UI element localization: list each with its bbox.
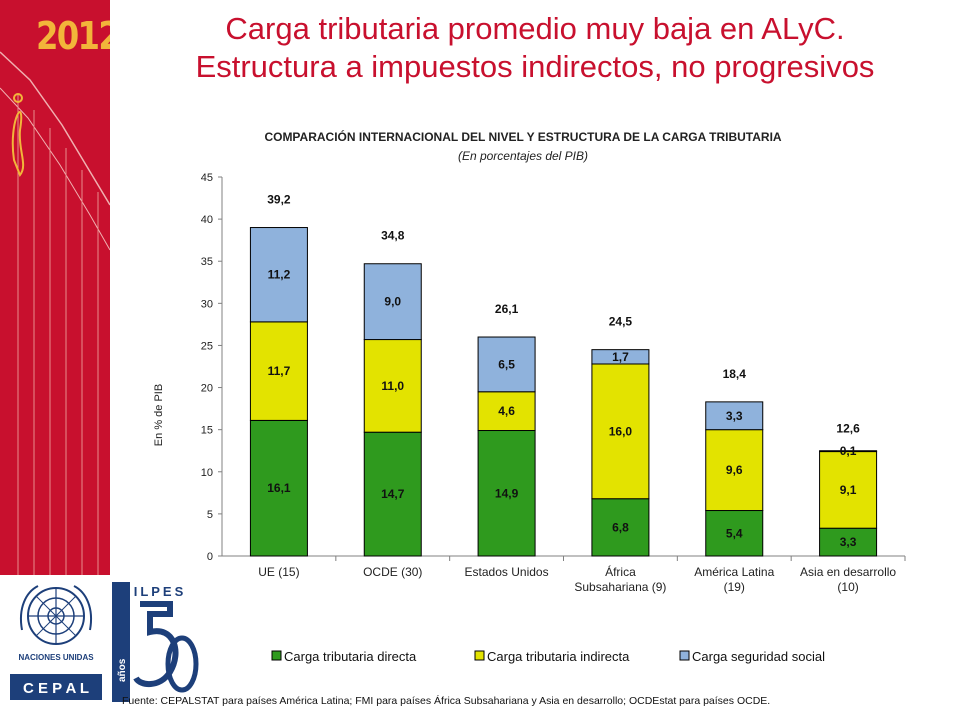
slide-title: Carga tributaria promedio muy baja en AL…	[120, 10, 950, 86]
bar-data-label: 11,7	[268, 364, 291, 378]
bar-segment	[705, 401, 764, 431]
bar-segment	[477, 336, 536, 393]
ilpes-name: ILPES	[134, 584, 187, 599]
ilpes-50-logo: ILPES años	[112, 582, 199, 702]
cepal-band	[10, 674, 102, 700]
bar-data-label: 14,9	[495, 486, 519, 500]
cepal-name: C E P A L	[23, 680, 89, 697]
y-tick-label: 0	[207, 551, 213, 563]
sidebar-decoration	[0, 51, 110, 575]
bar-segment	[363, 339, 422, 433]
bar-total-label: 39,2	[267, 193, 291, 207]
bar-segment	[363, 431, 422, 557]
x-tick-label: Subsahariana (9)	[574, 580, 666, 594]
fifty-shape-icon	[133, 601, 179, 687]
bar-data-label: 4,6	[498, 404, 515, 418]
x-tick-label: América Latina	[694, 565, 774, 579]
bar-segment	[705, 510, 764, 557]
x-tick-label: (10)	[837, 580, 858, 594]
bar-segment	[249, 321, 308, 421]
y-tick-label: 20	[201, 383, 213, 395]
sidebar-banner: 2012	[0, 0, 110, 575]
y-axis-label: En % de PIB	[153, 384, 165, 446]
bar-data-label: 6,5	[498, 357, 515, 371]
bar-segment	[591, 349, 650, 365]
un-name: NACIONES UNIDAS	[18, 653, 94, 662]
un-cepal-logo: NACIONES UNIDAS C E P A L	[10, 585, 102, 700]
bar-segment	[249, 419, 308, 557]
x-tick-label: (19)	[724, 580, 745, 594]
chart-subtitle: (En porcentajes del PIB)	[458, 149, 588, 163]
x-tick-label: Asia en desarrollo	[800, 565, 896, 579]
legend-label: Carga tributaria indirecta	[487, 649, 630, 664]
year-badge: 2012	[36, 14, 110, 58]
y-tick-label: 15	[201, 425, 213, 437]
bar-data-label: 16,1	[267, 481, 291, 495]
y-tick-label: 45	[201, 172, 213, 184]
y-tick-label: 25	[201, 340, 213, 352]
un-emblem-icon	[20, 585, 92, 645]
bar-data-label: 14,7	[381, 487, 405, 501]
chart-title: COMPARACIÓN INTERNACIONAL DEL NIVEL Y ES…	[264, 129, 781, 144]
bar-segment	[819, 451, 878, 529]
bar-data-label: 6,8	[612, 520, 629, 534]
slide-title-line-1: Carga tributaria promedio muy baja en AL…	[225, 11, 845, 46]
bar-data-label: 0,1	[840, 444, 857, 458]
bar-segment	[591, 363, 650, 500]
bar-total-label: 12,6	[836, 422, 860, 436]
x-tick-label: África	[605, 564, 636, 579]
zero-shape-icon	[165, 635, 199, 693]
y-tick-label: 5	[207, 509, 213, 521]
bar-total-label: 34,8	[381, 229, 405, 243]
bar-total-label: 18,4	[723, 367, 747, 381]
bar-segment	[363, 263, 422, 341]
legend-label: Carga seguridad social	[692, 649, 825, 664]
bar-data-label: 9,0	[384, 295, 401, 309]
bar-segment	[819, 450, 878, 453]
source-footnote: Fuente: CEPALSTAT para países América La…	[122, 695, 771, 707]
bar-segment	[249, 227, 308, 323]
bar-data-label: 9,1	[840, 483, 857, 497]
bar-segment	[591, 498, 650, 557]
legend-label: Carga tributaria directa	[284, 649, 417, 664]
x-tick-label: Estados Unidos	[465, 565, 549, 579]
y-tick-label: 10	[201, 467, 213, 479]
bar-data-label: 16,0	[609, 424, 633, 438]
y-tick-label: 30	[201, 298, 213, 310]
ilpes-band	[112, 582, 130, 702]
bar-data-label: 3,3	[840, 535, 857, 549]
bar-segment	[705, 429, 764, 512]
x-tick-label: OCDE (30)	[363, 565, 422, 579]
slide-title-line-2: Estructura a impuestos indirectos, no pr…	[195, 49, 875, 84]
bar-data-label: 5,4	[726, 526, 743, 540]
y-tick-label: 40	[201, 214, 213, 226]
legend-swatch	[474, 650, 485, 661]
bar-total-label: 24,5	[609, 315, 633, 329]
legend-swatch	[679, 650, 690, 661]
stacked-bar-chart: COMPARACIÓN INTERNACIONAL DEL NIVEL Y ES…	[153, 129, 906, 664]
bar-segment	[477, 430, 536, 557]
bar-data-label: 3,3	[726, 409, 743, 423]
y-tick-label: 35	[201, 256, 213, 268]
bar-data-label: 1,7	[612, 350, 629, 364]
bar-total-label: 26,1	[495, 302, 519, 316]
bar-data-label: 11,0	[381, 379, 404, 393]
legend-swatch	[271, 650, 282, 661]
bar-segment	[477, 391, 536, 432]
ilpes-years: años	[117, 658, 128, 682]
x-tick-label: UE (15)	[258, 565, 299, 579]
bar-data-label: 9,6	[726, 463, 743, 477]
bar-data-label: 11,2	[268, 268, 291, 282]
